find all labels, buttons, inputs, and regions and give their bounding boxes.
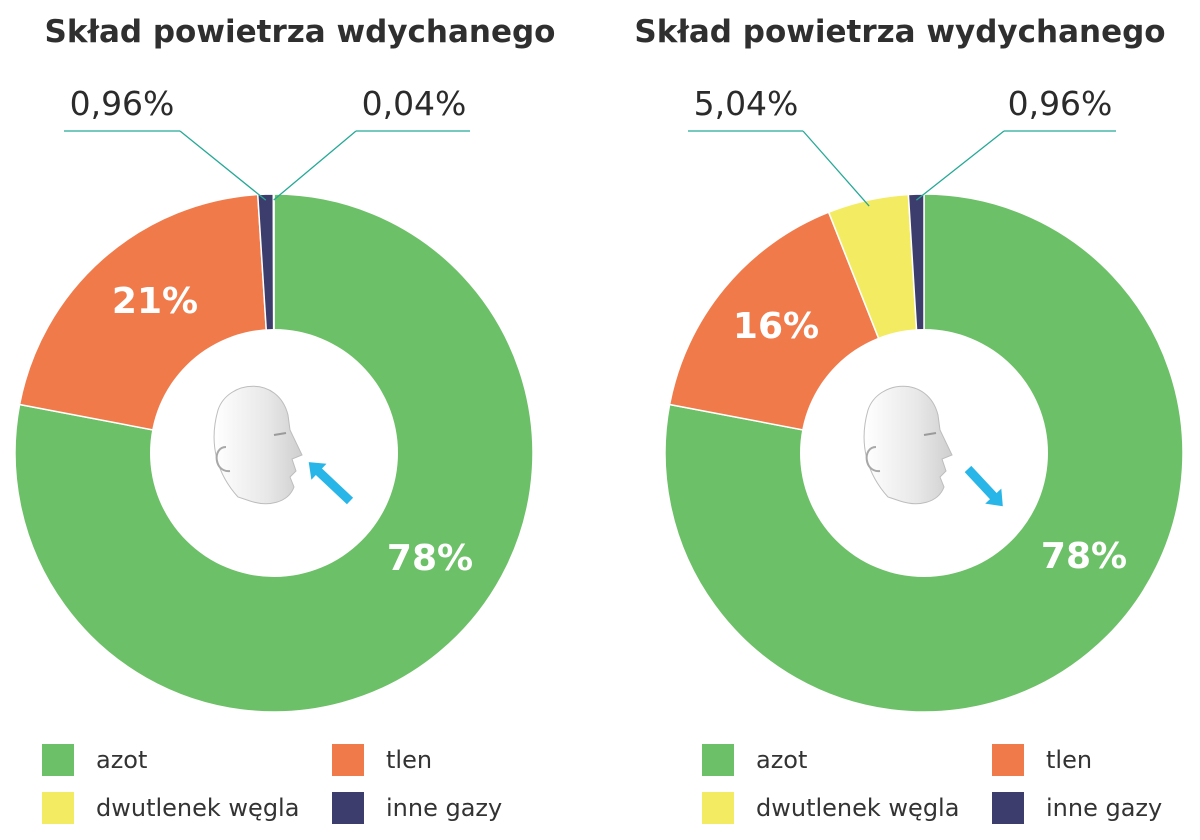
legend-label-inne-gazy: inne gazy: [386, 794, 503, 822]
legend-item-tlen: tlen: [992, 742, 1092, 778]
inhaled-air-donut-chart: 78% 21% 0,96% 0,04%: [14, 84, 534, 713]
callout-label-dwutlenek: 5,04%: [694, 84, 799, 123]
exhaled-chart-title: Skład powietrza wydychanego: [634, 14, 1166, 50]
callout-label-dwutlenek: 0,04%: [362, 84, 467, 123]
exhaled-air-panel: 78% 16% 5,04% 0,96% Skład powietrza wydycha…: [600, 0, 1200, 840]
inhale-arrow-icon: [308, 462, 354, 505]
callout-label-inne: 0,96%: [1008, 84, 1113, 123]
legend-item-azot: azot: [702, 742, 807, 778]
legend-swatch-dwutlenek-wegla: [702, 792, 734, 824]
legend-label-dwutlenek-wegla: dwutlenek węgla: [96, 794, 300, 822]
slice-label-azot: 78%: [387, 538, 473, 579]
callout-leader-dwutlenek: [802, 130, 870, 207]
legend-label-dwutlenek-wegla: dwutlenek węgla: [756, 794, 960, 822]
legend-label-tlen: tlen: [386, 746, 433, 774]
legend-item-tlen: tlen: [332, 742, 432, 778]
slice-label-tlen: 21%: [112, 281, 198, 322]
legend-swatch-tlen: [332, 744, 364, 776]
callout-leader-inne: [179, 130, 267, 201]
legend-swatch-inne-gazy: [332, 792, 364, 824]
slice-label-tlen: 16%: [733, 306, 819, 347]
slice-label-azot: 78%: [1041, 536, 1127, 577]
legend-label-azot: azot: [96, 746, 148, 774]
inhaled-air-panel: 78% 21% 0,96% 0,04% Skład powietrza wdychan…: [14, 14, 556, 826]
inhale-head-icon: [213, 385, 303, 505]
slice-dwutlenek: [272, 193, 275, 454]
exhale-arrow-icon: [964, 465, 1003, 507]
legend-swatch-dwutlenek-wegla: [42, 792, 74, 824]
legend-swatch-azot: [702, 744, 734, 776]
legend-item-azot: azot: [42, 742, 147, 778]
legend-item-dwutlenek-wegla: dwutlenek węgla: [42, 790, 299, 826]
callout-leader-dwutlenek: [273, 130, 357, 201]
legend-swatch-tlen: [992, 744, 1024, 776]
legend-item-inne-gazy: inne gazy: [332, 790, 502, 826]
callout-leader-inne: [915, 130, 1005, 201]
legend-label-azot: azot: [756, 746, 808, 774]
callout-label-inne: 0,96%: [70, 84, 175, 123]
legend-swatch-inne-gazy: [992, 792, 1024, 824]
legend-swatch-azot: [42, 744, 74, 776]
exhale-head-icon: [863, 385, 953, 505]
legend-item-dwutlenek-wegla: dwutlenek węgla: [702, 790, 959, 826]
legend-label-tlen: tlen: [1046, 746, 1093, 774]
legend-label-inne-gazy: inne gazy: [1046, 794, 1163, 822]
exhaled-air-donut-chart: 78% 16% 5,04% 0,96%: [664, 84, 1184, 713]
legend-item-inne-gazy: inne gazy: [992, 790, 1162, 826]
inhaled-chart-title: Skład powietrza wdychanego: [44, 14, 556, 50]
